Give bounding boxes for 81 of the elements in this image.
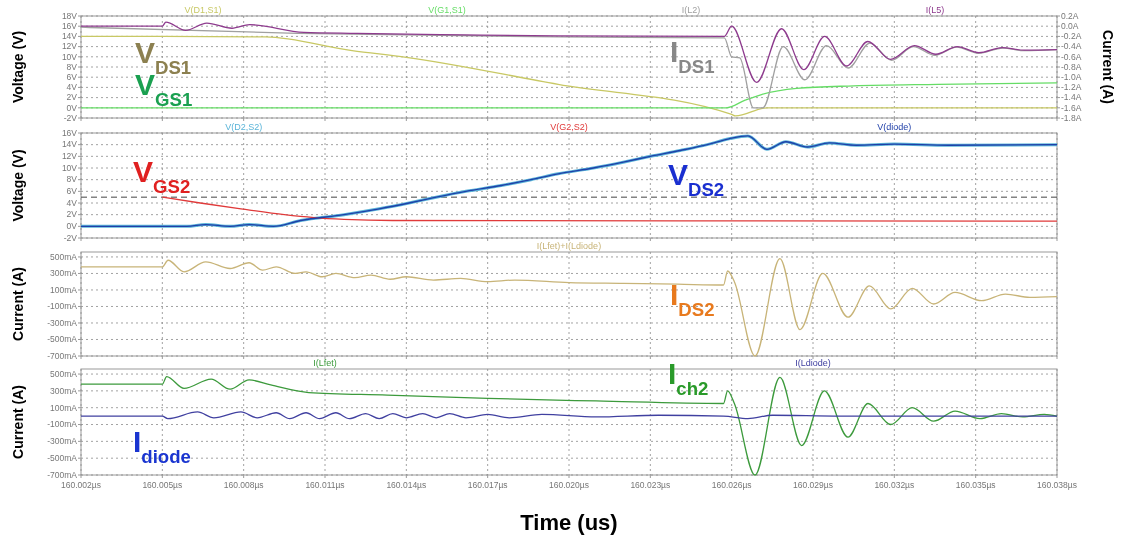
y-tick-label: 100mA	[50, 402, 78, 413]
y-tick-label: 14V	[61, 31, 78, 42]
y-tick-label: 16V	[61, 21, 78, 32]
y-tick-label: 0V	[66, 221, 78, 232]
y-tick-label: 2V	[66, 92, 78, 103]
y-axis-title: Current (A)	[10, 267, 26, 341]
text: I(Lfet)	[313, 358, 337, 368]
y-tick-label: -2V	[63, 112, 78, 123]
text: I(L2)	[681, 5, 701, 15]
text: V(D1,S1)	[184, 5, 222, 15]
y-tick-label: -100mA	[47, 419, 78, 430]
annotation: V$_{DS2}$	[668, 158, 725, 200]
y-tick-label: 14V	[61, 139, 78, 150]
x-tick-label: 160.017µs	[467, 480, 508, 490]
y-tick-label: -300mA	[47, 317, 78, 328]
y2-axis-title: Current (A)	[1100, 30, 1116, 104]
y-tick-label: 100mA	[50, 284, 78, 295]
x-tick-label: 160.035µs	[955, 480, 996, 490]
y-tick-label: 500mA	[50, 368, 78, 379]
y-axis-title: Voltage (V)	[10, 30, 26, 104]
y-axis-title: Voltage (V)	[10, 149, 26, 222]
y-tick-label: -300mA	[47, 436, 78, 447]
annotation: I$_{DS1}$	[670, 35, 715, 77]
y-tick-label: 16V	[61, 127, 78, 138]
y-axis-title: Current (A)	[10, 385, 26, 459]
y-tick-label: 0V	[66, 102, 78, 113]
y-tick-label: 2V	[66, 209, 78, 220]
x-tick-label: 160.029µs	[793, 480, 833, 490]
y-tick-label: -700mA	[47, 350, 78, 361]
x-tick-label: 160.011µs	[305, 480, 345, 490]
x-tick-label: 160.026µs	[711, 480, 752, 490]
annotation: V$_{GS2}$	[133, 155, 191, 197]
y-tick-label: 500mA	[50, 251, 78, 262]
y-tick-label: -100mA	[47, 301, 78, 312]
text: I(L5)	[925, 5, 945, 15]
y2-tick-label: -1.6A	[1061, 102, 1082, 113]
y2-tick-label: -1.8A	[1061, 112, 1082, 123]
y2-tick-label: -0.2A	[1061, 31, 1082, 42]
text: V(G1,S1)	[428, 5, 466, 15]
y2-tick-label: 0.0A	[1061, 21, 1079, 32]
x-tick-label: 160.005µs	[142, 480, 183, 490]
y-tick-label: 4V	[66, 197, 78, 208]
y-tick-label: 6V	[66, 186, 78, 197]
y-tick-label: 300mA	[50, 268, 78, 279]
y-tick-label: -500mA	[47, 452, 78, 463]
series-label: V(diode)	[877, 122, 912, 132]
y-tick-label: 10V	[61, 162, 78, 173]
y-tick-label: 4V	[66, 82, 78, 93]
text: I(Ldiode)	[795, 358, 831, 368]
y-tick-label: 8V	[66, 174, 78, 185]
y2-tick-label: 0.2A	[1061, 10, 1079, 21]
x-tick-label: 160.014µs	[386, 480, 427, 490]
y2-tick-label: -0.4A	[1061, 41, 1082, 52]
y-tick-label: 12V	[61, 151, 78, 162]
x-tick-label: 160.002µs	[61, 480, 101, 490]
y-tick-label: 10V	[61, 51, 78, 62]
x-tick-label: 160.032µs	[874, 480, 915, 490]
y-tick-label: -2V	[63, 232, 78, 243]
x-tick-label: 160.008µs	[223, 480, 264, 490]
text: V(G2,S2)	[550, 122, 588, 132]
y-tick-label: 6V	[66, 72, 78, 82]
y-tick-label: 300mA	[50, 385, 78, 396]
y2-tick-label: -0.6A	[1061, 51, 1082, 62]
annotation: I$_{ch2}$	[668, 357, 709, 399]
y-tick-label: 18V	[61, 10, 78, 21]
x-tick-label: 160.020µs	[549, 480, 589, 490]
x-tick-label: 160.038µs	[1037, 480, 1077, 490]
y2-tick-label: -1.0A	[1061, 72, 1082, 82]
x-tick-label: 160.023µs	[630, 480, 671, 490]
y2-tick-label: -1.2A	[1061, 82, 1082, 93]
y-tick-label: -700mA	[47, 469, 78, 480]
annotation: I$_{DS2}$	[670, 278, 715, 320]
y-tick-label: 12V	[61, 41, 78, 52]
y-tick-label: 8V	[66, 61, 78, 72]
annotation: I$_{diode}$	[133, 425, 191, 467]
y2-tick-label: -0.8A	[1061, 61, 1082, 72]
y2-tick-label: -1.4A	[1061, 92, 1082, 103]
text: V(D2,S2)	[225, 122, 263, 132]
y-tick-label: -500mA	[47, 334, 78, 345]
x-axis-title: Time (us)	[520, 510, 618, 535]
text: I(Lfet)+I(Ldiode)	[536, 241, 602, 251]
